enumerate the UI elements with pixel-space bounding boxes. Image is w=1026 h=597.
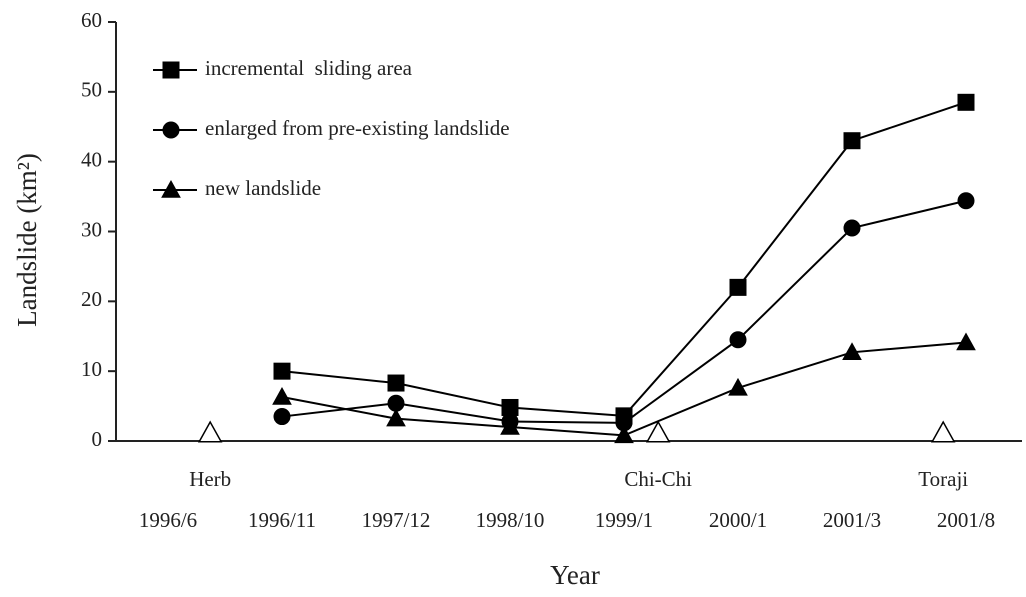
x-tick-label: 2000/1 bbox=[709, 508, 767, 532]
legend-marker bbox=[161, 179, 181, 198]
event-label: Toraji bbox=[918, 467, 968, 491]
point bbox=[387, 374, 405, 392]
point bbox=[729, 278, 747, 296]
event-marker bbox=[197, 420, 223, 443]
legend-marker bbox=[162, 121, 180, 139]
point bbox=[843, 132, 861, 150]
event-label: Chi-Chi bbox=[624, 467, 692, 491]
point bbox=[728, 377, 748, 396]
point bbox=[729, 331, 747, 349]
x-tick-label: 2001/3 bbox=[823, 508, 881, 532]
x-tick-label: 1999/1 bbox=[595, 508, 653, 532]
event-marker bbox=[645, 420, 671, 443]
point bbox=[273, 362, 291, 380]
event-marker bbox=[930, 420, 956, 443]
y-tick-label: 0 bbox=[92, 427, 103, 451]
point bbox=[386, 408, 406, 427]
legend-label: incremental sliding area bbox=[205, 56, 413, 80]
point bbox=[843, 219, 861, 237]
x-tick-label: 2001/8 bbox=[937, 508, 995, 532]
point bbox=[500, 417, 520, 435]
point bbox=[273, 408, 291, 426]
event-label: Herb bbox=[189, 467, 231, 491]
y-axis-label: Landslide (km²) bbox=[12, 153, 42, 327]
x-tick-label: 1996/6 bbox=[139, 508, 197, 532]
x-tick-label: 1996/11 bbox=[248, 508, 316, 532]
legend-marker bbox=[162, 61, 180, 79]
point bbox=[614, 425, 634, 444]
point bbox=[272, 386, 292, 405]
point bbox=[957, 192, 975, 210]
legend-label: enlarged from pre-existing landslide bbox=[205, 116, 510, 140]
x-axis-label: Year bbox=[550, 560, 600, 590]
y-tick-label: 60 bbox=[81, 8, 102, 32]
y-tick-label: 40 bbox=[81, 147, 102, 171]
series-line bbox=[281, 199, 967, 424]
y-tick-label: 10 bbox=[81, 357, 102, 381]
x-tick-label: 1998/10 bbox=[476, 508, 545, 532]
x-tick-label: 1997/12 bbox=[362, 508, 431, 532]
legend-label: new landslide bbox=[205, 176, 321, 200]
y-tick-label: 30 bbox=[81, 217, 102, 241]
y-tick-label: 20 bbox=[81, 287, 102, 311]
series-line bbox=[281, 101, 967, 417]
point bbox=[956, 332, 976, 351]
y-tick-label: 50 bbox=[81, 78, 102, 102]
point bbox=[957, 93, 975, 111]
point bbox=[842, 342, 862, 361]
